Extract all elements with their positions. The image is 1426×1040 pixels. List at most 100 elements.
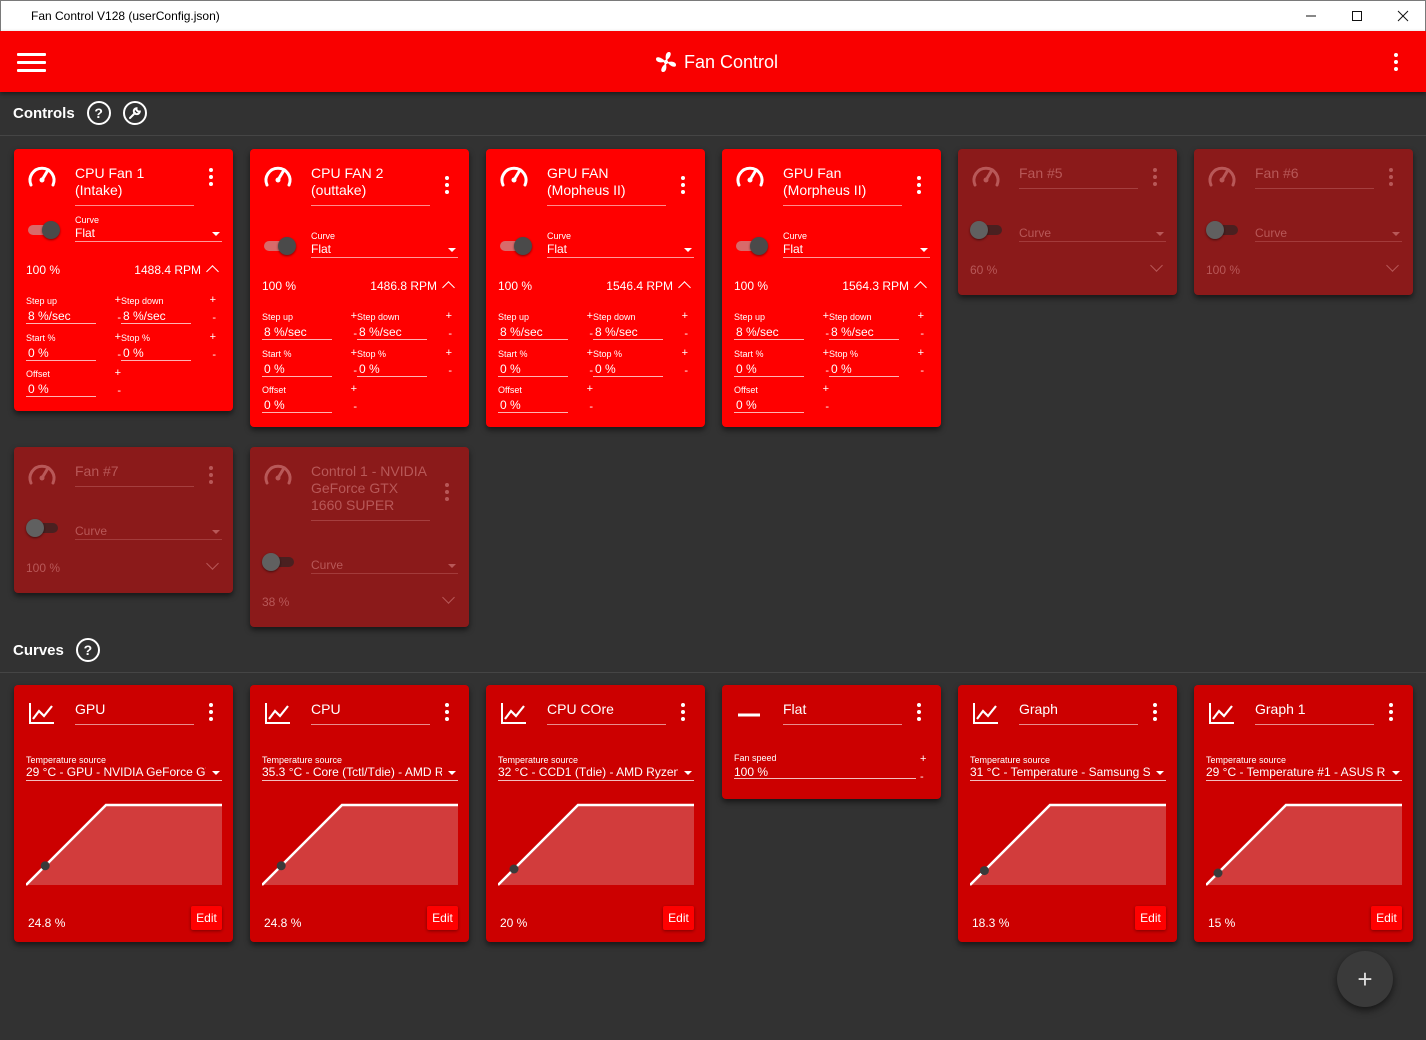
field-input[interactable]: 8 %/sec [593, 323, 663, 340]
chevron-down-icon[interactable] [442, 591, 455, 604]
plus-button[interactable]: + [209, 294, 216, 306]
minus-button[interactable]: - [920, 771, 924, 783]
edit-button[interactable]: Edit [663, 906, 694, 930]
curve-select[interactable]: Curve Flat [75, 215, 222, 242]
plus-button[interactable]: + [681, 347, 688, 359]
plus-button[interactable]: + [822, 347, 829, 359]
temperature-source-select[interactable]: Temperature source 32 °C - CCD1 (Tdie) - … [498, 755, 694, 781]
field-input[interactable]: 8 %/sec [829, 323, 899, 340]
field-input[interactable]: 8 %/sec [121, 307, 191, 324]
plus-button[interactable]: + [114, 331, 121, 343]
curve-select[interactable]: Curve [1255, 215, 1402, 242]
minus-button[interactable]: - [589, 365, 593, 377]
minus-button[interactable]: - [212, 349, 216, 361]
field-input[interactable]: 0 % [734, 396, 804, 413]
field-input[interactable]: 0 % [121, 344, 191, 361]
minus-button[interactable]: - [825, 401, 829, 413]
more-vert-icon[interactable] [1149, 702, 1161, 722]
field-input[interactable]: 0 % [26, 380, 96, 397]
field-input[interactable]: 0 % [498, 396, 568, 413]
enable-toggle[interactable] [264, 237, 296, 255]
more-vert-icon[interactable] [205, 465, 217, 485]
minus-button[interactable]: - [589, 401, 593, 413]
wrench-icon[interactable] [122, 101, 147, 125]
chevron-up-icon[interactable] [678, 281, 691, 294]
curve-select[interactable]: Curve Flat [783, 231, 930, 258]
more-vert-icon[interactable] [1386, 53, 1406, 71]
plus-button[interactable]: + [586, 383, 593, 395]
curve-select[interactable]: Curve Flat [547, 231, 694, 258]
enable-toggle[interactable] [26, 519, 58, 537]
field-input[interactable]: 0 % [734, 360, 804, 377]
curve-select[interactable]: Curve [311, 547, 458, 574]
more-vert-icon[interactable] [205, 702, 217, 722]
enable-toggle[interactable] [262, 553, 294, 571]
minus-button[interactable]: - [353, 328, 357, 340]
chevron-down-icon[interactable] [1150, 259, 1163, 272]
field-input[interactable]: 8 %/sec [357, 323, 427, 340]
minus-button[interactable]: - [825, 328, 829, 340]
minimize-icon[interactable] [1288, 1, 1334, 31]
enable-toggle[interactable] [28, 221, 60, 239]
minus-button[interactable]: - [117, 349, 121, 361]
plus-button[interactable]: + [445, 310, 452, 322]
add-button[interactable]: + [1337, 951, 1393, 1007]
field-input[interactable]: 0 % [593, 360, 663, 377]
more-vert-icon[interactable] [441, 482, 453, 502]
enable-toggle[interactable] [970, 221, 1002, 239]
enable-toggle[interactable] [1206, 221, 1238, 239]
plus-button[interactable]: + [917, 310, 924, 322]
chevron-down-icon[interactable] [1386, 259, 1399, 272]
more-vert-icon[interactable] [677, 175, 689, 195]
minus-button[interactable]: - [589, 328, 593, 340]
plus-button[interactable]: + [681, 310, 688, 322]
field-input[interactable]: 0 % [829, 360, 899, 377]
hamburger-icon[interactable] [17, 53, 46, 73]
plus-button[interactable]: + [350, 347, 357, 359]
field-input[interactable]: 8 %/sec [262, 323, 332, 340]
minus-button[interactable]: - [448, 328, 452, 340]
plus-button[interactable]: + [586, 310, 593, 322]
plus-button[interactable]: + [917, 347, 924, 359]
more-vert-icon[interactable] [1149, 167, 1161, 187]
curve-select[interactable]: Curve Flat [311, 231, 458, 258]
chevron-down-icon[interactable] [206, 557, 219, 570]
edit-button[interactable]: Edit [1371, 906, 1402, 930]
help-icon[interactable]: ? [86, 101, 111, 125]
minus-button[interactable]: - [212, 312, 216, 324]
chevron-up-icon[interactable] [206, 265, 219, 278]
minus-button[interactable]: - [117, 385, 121, 397]
help-icon[interactable]: ? [75, 638, 100, 662]
minus-button[interactable]: - [353, 401, 357, 413]
minus-button[interactable]: - [684, 365, 688, 377]
more-vert-icon[interactable] [677, 702, 689, 722]
field-input[interactable]: 0 % [262, 360, 332, 377]
field-input[interactable]: 0 % [357, 360, 427, 377]
minus-button[interactable]: - [353, 365, 357, 377]
edit-button[interactable]: Edit [1135, 906, 1166, 930]
temperature-source-select[interactable]: Temperature source 35.3 °C - Core (Tctl/T… [262, 755, 458, 781]
plus-button[interactable]: + [209, 331, 216, 343]
fan-speed-field[interactable]: Fan speed 100 % [734, 753, 916, 779]
minus-button[interactable]: - [448, 365, 452, 377]
field-input[interactable]: 0 % [262, 396, 332, 413]
field-input[interactable]: 8 %/sec [734, 323, 804, 340]
more-vert-icon[interactable] [205, 167, 217, 187]
minus-button[interactable]: - [684, 328, 688, 340]
plus-button[interactable]: + [920, 753, 927, 765]
more-vert-icon[interactable] [913, 175, 925, 195]
curve-select[interactable]: Curve [1019, 215, 1166, 242]
field-input[interactable]: 8 %/sec [26, 307, 96, 324]
plus-button[interactable]: + [822, 383, 829, 395]
minus-button[interactable]: - [117, 312, 121, 324]
more-vert-icon[interactable] [441, 702, 453, 722]
more-vert-icon[interactable] [441, 175, 453, 195]
edit-button[interactable]: Edit [191, 906, 222, 930]
temperature-source-select[interactable]: Temperature source 29 °C - Temperature #1… [1206, 755, 1402, 781]
temperature-source-select[interactable]: Temperature source 29 °C - GPU - NVIDIA G… [26, 755, 222, 781]
close-icon[interactable] [1380, 1, 1426, 31]
chevron-up-icon[interactable] [914, 281, 927, 294]
plus-button[interactable]: + [114, 294, 121, 306]
curve-select[interactable]: Curve [75, 513, 222, 540]
more-vert-icon[interactable] [1385, 702, 1397, 722]
